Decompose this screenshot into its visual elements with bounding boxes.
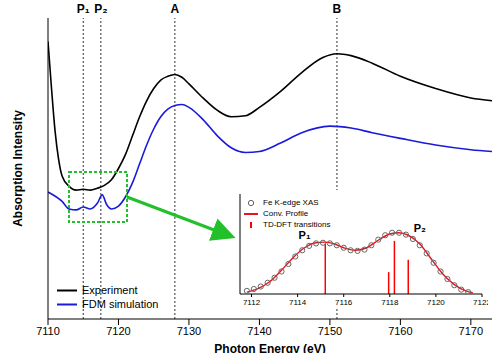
html-text:FDM simulation: FDM simulation <box>82 298 159 310</box>
svg-text:7150: 7150 <box>318 325 342 337</box>
svg-text:P₂: P₂ <box>94 2 107 16</box>
svg-text:7170: 7170 <box>459 325 483 337</box>
html-text:TD-DFT transitions: TD-DFT transitions <box>263 220 331 229</box>
svg-text:7118: 7118 <box>381 298 399 307</box>
svg-text:7140: 7140 <box>247 325 271 337</box>
svg-text:A: A <box>171 2 180 16</box>
svg-text:7120: 7120 <box>427 298 445 307</box>
svg-text:7116: 7116 <box>335 298 353 307</box>
svg-text:Photon Energy (eV): Photon Energy (eV) <box>214 342 325 353</box>
svg-text:P₁: P₁ <box>299 229 311 241</box>
svg-text:7110: 7110 <box>36 325 60 337</box>
svg-text:7160: 7160 <box>388 325 412 337</box>
svg-text:7112: 7112 <box>243 298 261 307</box>
svg-text:7120: 7120 <box>106 325 130 337</box>
svg-text:Absorption Intensity: Absorption Intensity <box>11 110 25 227</box>
html-text:Conv. Profile: Conv. Profile <box>263 209 309 218</box>
svg-text:7130: 7130 <box>177 325 201 337</box>
svg-text:7114: 7114 <box>289 298 307 307</box>
html-text:Experiment: Experiment <box>82 284 138 296</box>
svg-text:P₂: P₂ <box>414 222 426 234</box>
svg-text:7122: 7122 <box>473 298 488 307</box>
svg-text:P₁: P₁ <box>77 2 90 16</box>
svg-text:B: B <box>333 2 342 16</box>
html-text:Fe K-edge XAS: Fe K-edge XAS <box>263 198 319 207</box>
